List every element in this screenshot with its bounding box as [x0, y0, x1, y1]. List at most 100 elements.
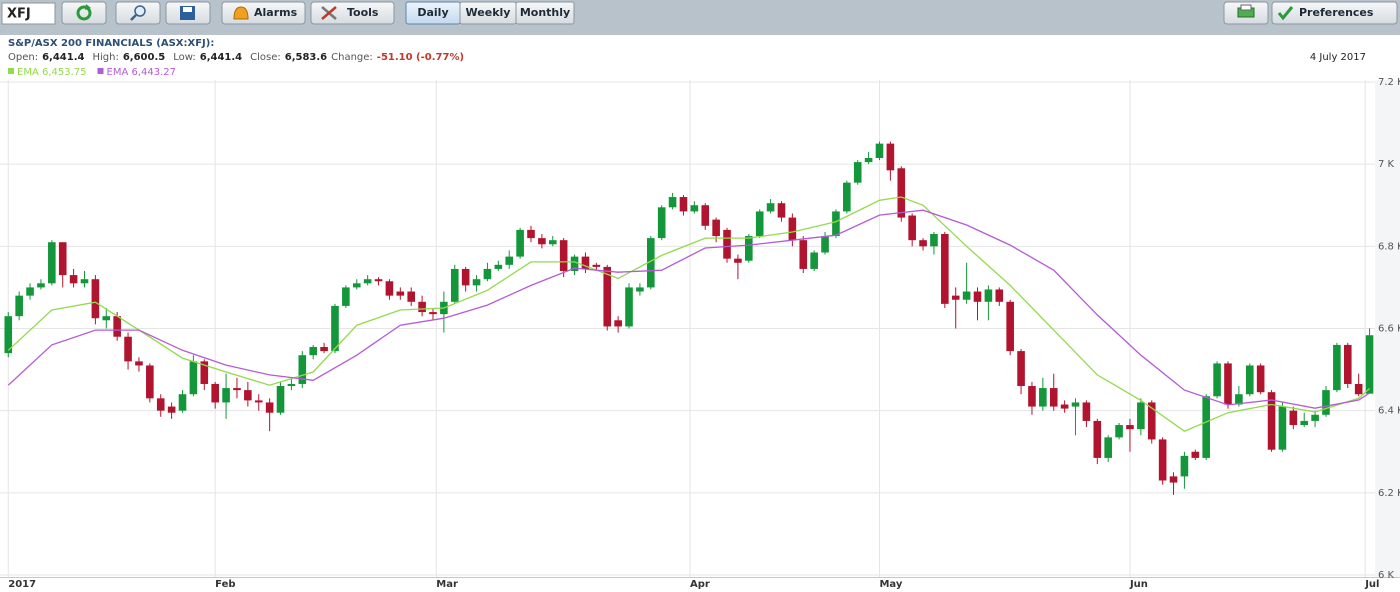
candle-body: [962, 291, 971, 300]
candle-body: [1202, 396, 1211, 458]
candle-body: [1267, 392, 1276, 450]
candle-body: [418, 301, 426, 313]
candle-body: [1039, 388, 1047, 407]
candle-body: [538, 238, 546, 245]
candle-body: [777, 203, 786, 218]
y-tick-label: 6.4 K: [1378, 406, 1400, 417]
chart-title: S&P/ASX 200 FINANCIALS (ASX:XFJ):: [8, 38, 214, 49]
preferences-label: Preferences: [1299, 6, 1374, 19]
candle-body: [1126, 425, 1134, 430]
legend-label: EMA 6,453.75: [17, 67, 87, 78]
candle-body: [832, 211, 840, 237]
y-tick-label: 6.2 K: [1378, 488, 1400, 499]
preferences-button[interactable]: [1271, 1, 1398, 25]
x-tick-label: Apr: [690, 579, 710, 590]
refresh-button[interactable]: [61, 1, 107, 25]
candle-body: [712, 219, 720, 237]
candle-body: [810, 252, 818, 269]
alarms-button[interactable]: [221, 1, 306, 25]
candle-body: [26, 287, 34, 296]
candle-body: [320, 346, 328, 352]
candle-body: [701, 205, 710, 226]
candle-body: [1278, 406, 1287, 450]
candle-body: [843, 182, 851, 212]
candle-body: [516, 229, 524, 257]
candle-body: [91, 279, 100, 319]
candle-body: [211, 383, 219, 403]
candle-body: [331, 305, 339, 352]
candle-body: [189, 361, 198, 395]
chart-panel: [0, 35, 1400, 592]
search-button[interactable]: [115, 1, 161, 25]
candle-body: [1082, 402, 1091, 421]
quote-label: Open:: [8, 52, 38, 63]
candle-body: [396, 291, 405, 296]
candle-body: [167, 406, 176, 413]
candle-body: [146, 365, 154, 399]
y-tick-label: 7.2 K: [1378, 77, 1400, 88]
candle-body: [1333, 344, 1341, 391]
candle-body: [527, 229, 535, 239]
candle-body: [559, 240, 568, 271]
candle-body: [1245, 365, 1254, 395]
date: 4 July 2017: [1310, 52, 1366, 63]
quote-value: 6,583.6: [285, 52, 327, 63]
candle-body: [200, 361, 209, 384]
change-value: -51.10 (-0.77%): [377, 52, 464, 63]
x-tick-label: Jun: [1129, 579, 1148, 590]
y-tick-label: 6.8 K: [1378, 241, 1400, 252]
candle-body: [734, 258, 742, 263]
candle-body: [908, 215, 916, 241]
candle-body: [461, 268, 470, 286]
y-tick-label: 6.6 K: [1378, 324, 1400, 335]
candle-body: [15, 295, 23, 317]
candle-body: [265, 402, 274, 413]
candle-body: [80, 279, 89, 284]
candle-body: [941, 234, 949, 304]
candle-body: [48, 242, 56, 284]
candle-body: [472, 279, 481, 286]
candle-body: [1028, 386, 1036, 407]
symbol-text: XFJ: [7, 7, 31, 22]
quote-label: High:: [92, 52, 118, 63]
candle-body: [603, 266, 612, 327]
candle-body: [385, 281, 394, 296]
candle-body: [233, 388, 241, 391]
print-button[interactable]: [1223, 1, 1269, 25]
symbol-input[interactable]: [1, 2, 56, 25]
candle-body: [222, 388, 230, 403]
quote-value: 6,600.5: [123, 52, 165, 63]
candle-body: [1235, 394, 1243, 405]
candle-body: [755, 211, 764, 237]
candle-body: [276, 386, 285, 413]
save-button[interactable]: [165, 1, 211, 25]
candle-body: [646, 238, 655, 288]
candle-body: [1006, 301, 1014, 352]
candle-body: [690, 205, 699, 212]
candle-body: [788, 217, 797, 241]
candle-body: [821, 236, 829, 253]
quote-value: 6,441.4: [42, 52, 84, 63]
candle-body: [1049, 388, 1058, 407]
alarms-label: Alarms: [254, 6, 298, 19]
candle-body: [1289, 410, 1298, 426]
candle-body: [1322, 390, 1330, 415]
candle-body: [1093, 420, 1102, 458]
x-tick-label: May: [879, 579, 902, 590]
period-button[interactable]: [515, 1, 575, 25]
candle-body: [973, 291, 982, 302]
candle-body: [1191, 451, 1200, 458]
candle-body: [58, 242, 67, 276]
quote-value: 6,441.4: [200, 52, 242, 63]
period-label: Weekly: [466, 6, 511, 19]
candle-body: [548, 240, 557, 245]
candle-body: [581, 256, 590, 269]
y-axis-area: [1375, 80, 1400, 577]
x-tick-label: Mar: [436, 579, 458, 590]
candle-body: [1354, 383, 1363, 395]
tools-button[interactable]: [310, 1, 395, 25]
candle-body: [1213, 363, 1221, 397]
candle-body: [363, 279, 372, 284]
candle-body: [853, 162, 862, 183]
